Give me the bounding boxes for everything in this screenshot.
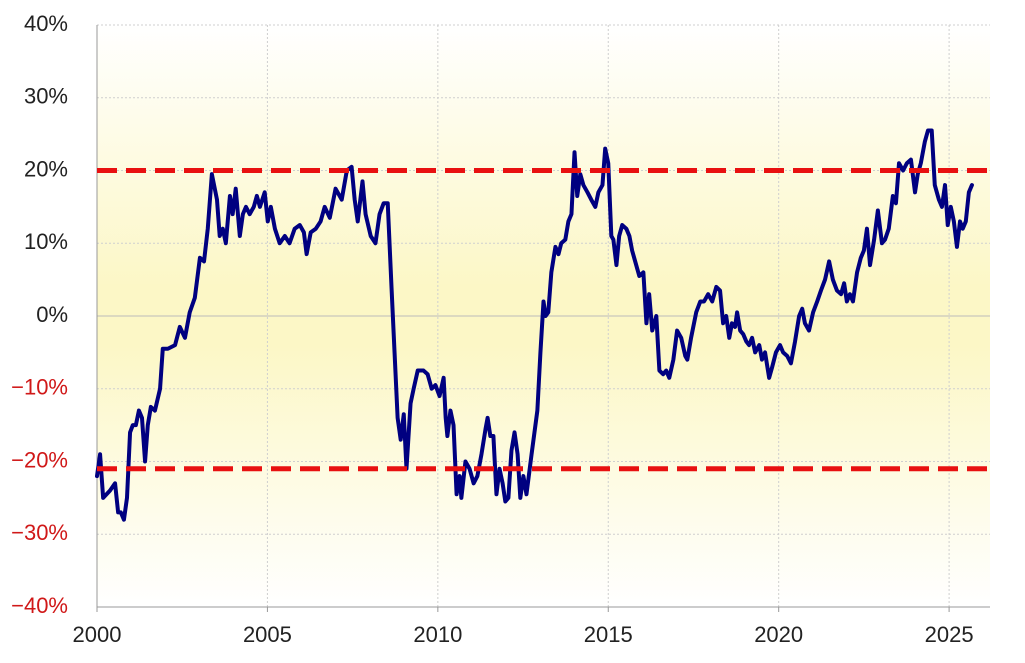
x-tick-label: 2010: [413, 622, 462, 647]
y-tick-label: −20%: [11, 447, 68, 472]
y-tick-label: 0%: [36, 302, 68, 327]
x-tick-label: 2015: [584, 622, 633, 647]
y-tick-label: −10%: [11, 375, 68, 400]
y-tick-label: 30%: [24, 84, 68, 109]
x-tick-label: 2025: [925, 622, 974, 647]
y-tick-label: 20%: [24, 156, 68, 181]
y-tick-label: −40%: [11, 593, 68, 618]
x-tick-label: 2000: [73, 622, 122, 647]
y-tick-label: 10%: [24, 229, 68, 254]
y-tick-label: 40%: [24, 11, 68, 36]
x-tick-label: 2020: [754, 622, 803, 647]
y-tick-label: −30%: [11, 520, 68, 545]
x-tick-label: 2005: [243, 622, 292, 647]
data-line: [95, 128, 974, 522]
